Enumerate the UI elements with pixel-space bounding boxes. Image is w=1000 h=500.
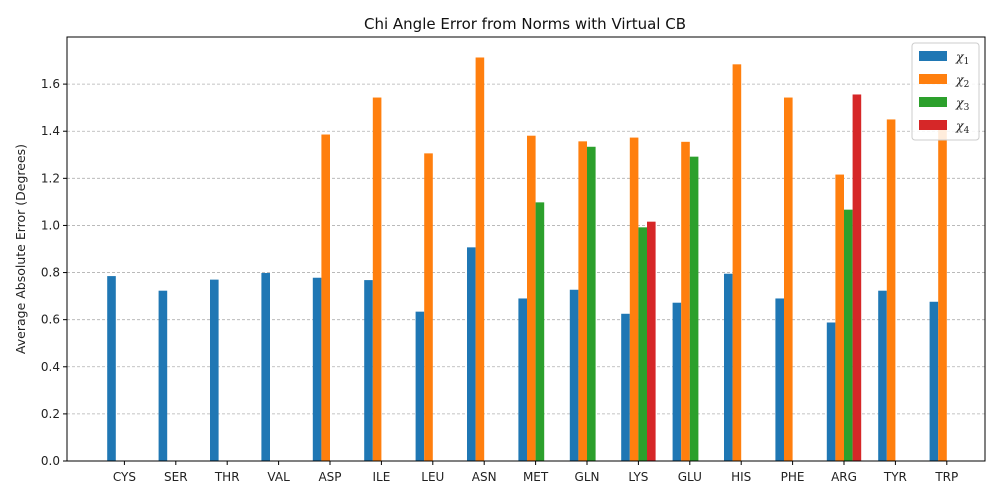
bar-asp-chi1 bbox=[312, 277, 322, 461]
y-axis: 0.0 0.2 0.4 0.6 0.8 1.0 1.2 1.4 1.6 bbox=[41, 77, 67, 468]
x-tick-label: CYS bbox=[113, 470, 136, 484]
bar-glu-chi2 bbox=[681, 141, 690, 462]
x-tick-label: ASN bbox=[472, 470, 497, 484]
legend-swatch-chi1 bbox=[919, 51, 947, 61]
bar-ile-chi1 bbox=[364, 280, 373, 461]
bar-gln-chi2 bbox=[578, 141, 587, 461]
x-tick-label: ARG bbox=[831, 470, 857, 484]
bar-gln-chi3 bbox=[587, 146, 596, 461]
bar-asn-chi2 bbox=[475, 57, 485, 461]
bar-thr-chi1 bbox=[210, 279, 219, 461]
bar-lys-chi1 bbox=[621, 313, 630, 461]
bar-ser-chi1 bbox=[158, 290, 168, 461]
bar-arg-chi1 bbox=[826, 322, 836, 461]
bar-asp-chi2 bbox=[321, 134, 330, 461]
legend-swatch-chi2 bbox=[919, 74, 947, 84]
bar-glu-chi3 bbox=[689, 156, 699, 461]
bar-arg-chi3 bbox=[844, 209, 853, 461]
x-axis: CYS SER THR VAL ASP ILE LEU ASN MET GLN LYS GLU HIS P… bbox=[113, 461, 958, 484]
bar-met-chi1 bbox=[518, 298, 527, 461]
bar-ile-chi2 bbox=[372, 97, 382, 461]
x-tick-label: PHE bbox=[781, 470, 805, 484]
bar-leu-chi1 bbox=[415, 311, 425, 461]
y-tick-label: 0.8 bbox=[41, 266, 60, 280]
bar-asn-chi1 bbox=[467, 247, 476, 461]
legend: χ1 χ2 χ3 χ4 bbox=[911, 42, 980, 141]
x-tick-label: TYR bbox=[883, 470, 907, 484]
legend-label-chi2: χ2 bbox=[955, 72, 969, 90]
x-tick-label: TRP bbox=[934, 470, 958, 484]
bar-trp-chi1 bbox=[929, 301, 939, 461]
y-tick-label: 1.0 bbox=[41, 218, 60, 232]
bar-lys-chi3 bbox=[638, 227, 647, 461]
bar-leu-chi2 bbox=[424, 153, 433, 461]
bar-gln-chi1 bbox=[569, 289, 579, 461]
y-tick-label: 0.2 bbox=[41, 407, 60, 421]
bar-his-chi1 bbox=[724, 273, 733, 461]
x-tick-label: LEU bbox=[421, 470, 444, 484]
y-tick-label: 1.4 bbox=[41, 124, 60, 138]
x-tick-label: GLU bbox=[678, 470, 702, 484]
legend-label-chi3: χ3 bbox=[955, 95, 970, 113]
bar-his-chi2 bbox=[732, 64, 742, 461]
bar-met-chi2 bbox=[527, 135, 536, 461]
legend-swatch-chi4 bbox=[919, 120, 947, 130]
bar-arg-chi2 bbox=[835, 174, 844, 461]
bar-tyr-chi1 bbox=[878, 290, 887, 461]
x-tick-label: VAL bbox=[267, 470, 290, 484]
bar-trp-chi2 bbox=[938, 121, 947, 462]
x-tick-label: MET bbox=[523, 470, 549, 484]
y-tick-label: 0.0 bbox=[41, 454, 60, 468]
legend-box bbox=[911, 42, 980, 141]
legend-label-chi1: χ1 bbox=[955, 49, 969, 67]
y-tick-label: 1.6 bbox=[41, 77, 60, 91]
x-tick-label: ASP bbox=[318, 470, 341, 484]
x-tick-label: HIS bbox=[731, 470, 751, 484]
bars bbox=[107, 57, 947, 462]
bar-met-chi3 bbox=[535, 202, 545, 462]
bar-lys-chi4 bbox=[647, 221, 656, 461]
bar-tyr-chi2 bbox=[886, 119, 896, 461]
x-tick-label: THR bbox=[214, 470, 240, 484]
plot-frame bbox=[66, 36, 986, 462]
bar-arg-chi4 bbox=[852, 94, 862, 461]
chart-title: Chi Angle Error from Norms with Virtual … bbox=[364, 15, 686, 33]
x-tick-label: SER bbox=[164, 470, 188, 484]
legend-label-chi4: χ4 bbox=[955, 118, 970, 136]
bar-phe-chi1 bbox=[775, 298, 784, 461]
y-tick-label: 0.4 bbox=[41, 360, 60, 374]
bar-cys-chi1 bbox=[107, 276, 116, 461]
x-tick-label: LYS bbox=[628, 470, 648, 484]
x-tick-label: ILE bbox=[372, 470, 390, 484]
x-tick-label: GLN bbox=[575, 470, 600, 484]
bar-lys-chi2 bbox=[629, 137, 639, 462]
y-axis-label: Average Absolute Error (Degrees) bbox=[13, 144, 28, 354]
bar-glu-chi1 bbox=[672, 302, 682, 461]
legend-swatch-chi3 bbox=[919, 97, 947, 107]
y-tick-label: 0.6 bbox=[41, 313, 60, 327]
bar-phe-chi2 bbox=[784, 97, 793, 461]
y-tick-label: 1.2 bbox=[41, 171, 60, 185]
bar-val-chi1 bbox=[261, 273, 270, 461]
